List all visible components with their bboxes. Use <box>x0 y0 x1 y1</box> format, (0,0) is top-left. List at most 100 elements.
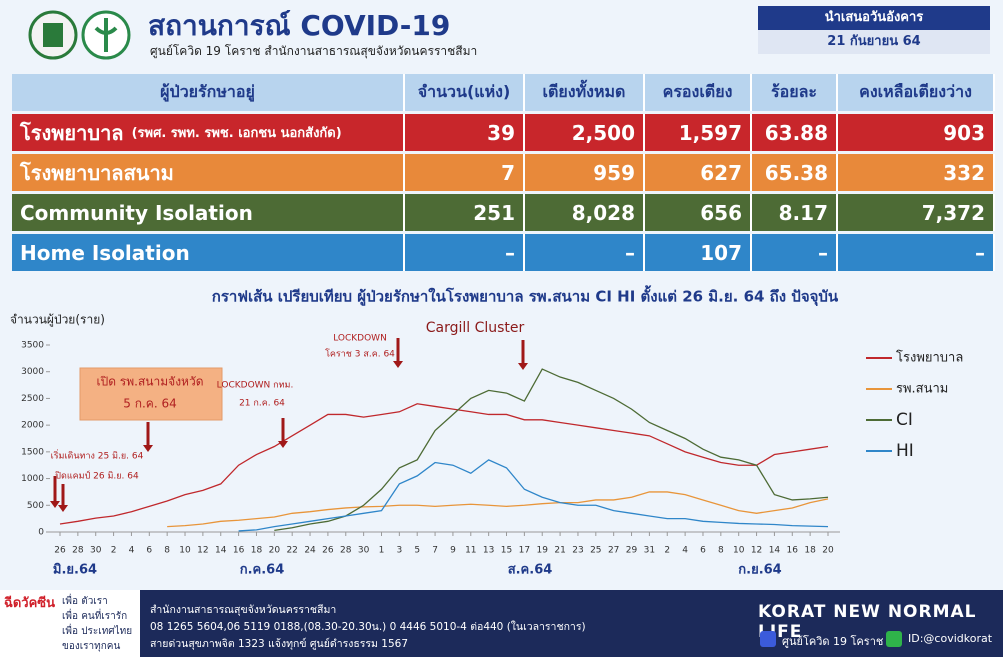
annotation: เปิด รพ.สนามจังหวัด <box>96 375 203 389</box>
x-tick-label: 5 <box>414 546 420 556</box>
month-label: มิ.ย.64 <box>53 563 97 578</box>
slogan: ฉีดวัคซีน เพื่อ ตัวเรา เพื่อ คนที่เรารัก เพ… <box>0 590 140 657</box>
table-header-row: ผู้ป่วยรักษาอยู่ จำนวน(แห่ง) เตียงทั้งหมดค… <box>12 74 995 111</box>
table-row: Home Isolation – –107– – <box>12 234 995 271</box>
slogan-line: เพื่อ คนที่เรารัก <box>62 611 128 622</box>
row-name-cell: โรงพยาบาล (รพศ. รพท. รพช. เอกชน นอกสังกัด… <box>12 114 405 151</box>
line-icon <box>886 631 902 647</box>
legend-label: รพ.สนาม <box>896 382 948 397</box>
x-tick-label: 15 <box>501 546 512 556</box>
row-note: (รพศ. รพท. รพช. เอกชน นอกสังกัด) <box>131 126 342 141</box>
x-tick-label: 24 <box>304 546 316 556</box>
x-tick-label: 20 <box>822 546 834 556</box>
x-tick-label: 8 <box>164 546 170 556</box>
contact-line: สำนักงานสาธารณสุขจังหวัดนครราชสีมา <box>150 604 337 616</box>
x-tick-label: 19 <box>537 546 549 556</box>
y-tick-label: 1000 <box>21 474 44 484</box>
x-tick-label: 25 <box>590 546 601 556</box>
x-tick-label: 6 <box>700 546 706 556</box>
annotation-arrowhead <box>143 445 153 452</box>
cell: 8.17 <box>752 194 838 231</box>
x-tick-label: 27 <box>608 546 619 556</box>
x-tick-label: 23 <box>572 546 583 556</box>
cell: – <box>838 234 995 271</box>
cell: – <box>525 234 645 271</box>
x-tick-label: 16 <box>233 546 245 556</box>
header-cell: ผู้ป่วยรักษาอยู่ <box>12 74 405 111</box>
subtitle: ศูนย์โควิด 19 โคราช สำนักงานสาธารณสุขจัง… <box>150 44 478 58</box>
annotation-arrowhead <box>393 361 403 368</box>
x-tick-label: 2 <box>664 546 670 556</box>
row-name: โรงพยาบาลสนาม <box>20 160 174 185</box>
month-label: ส.ค.64 <box>508 563 553 578</box>
table: ผู้ป่วยรักษาอยู่ จำนวน(แห่ง) เตียงทั้งหมดค… <box>12 74 995 274</box>
header-cell: ครองเตียง <box>645 74 752 111</box>
x-tick-label: 2 <box>111 546 117 556</box>
x-tick-label: 16 <box>787 546 799 556</box>
cell: 903 <box>838 114 995 151</box>
annotation: LOCKDOWN <box>333 334 387 344</box>
cell: 2,500 <box>525 114 645 151</box>
y-tick-label: 0 <box>38 528 44 538</box>
date: 21 กันยายน 64 <box>758 30 990 54</box>
x-tick-label: 22 <box>286 546 297 556</box>
x-tick-label: 28 <box>340 546 352 556</box>
annotation: 21 ก.ค. 64 <box>239 399 285 409</box>
legend-label: HI <box>896 441 914 461</box>
row-name-cell: โรงพยาบาลสนาม <box>12 154 405 191</box>
x-tick-label: 12 <box>197 546 208 556</box>
row-name: Home Isolation <box>20 240 190 265</box>
cell: – <box>752 234 838 271</box>
x-tick-label: 18 <box>804 546 816 556</box>
cell: 251 <box>405 194 525 231</box>
x-tick-label: 28 <box>72 546 84 556</box>
cell: 959 <box>525 154 645 191</box>
row-name: โรงพยาบาล <box>20 120 124 145</box>
x-tick-label: 17 <box>519 546 530 556</box>
cell: 107 <box>645 234 752 271</box>
x-tick-label: 12 <box>751 546 762 556</box>
x-tick-label: 29 <box>626 546 638 556</box>
cell: 65.38 <box>752 154 838 191</box>
contact-line: สายด่วนสุขภาพจิต 1323 แจ้งทุกข์ ศูนย์ดำร… <box>150 638 409 650</box>
header-cell: ร้อยละ <box>752 74 838 111</box>
x-tick-label: 14 <box>769 546 781 556</box>
table-row: โรงพยาบาลสนาม 7 959 627 65.38 332 <box>12 154 995 191</box>
series-line <box>59 403 829 525</box>
x-tick-label: 30 <box>90 546 102 556</box>
cell: 7,372 <box>838 194 995 231</box>
chart-title: กราฟเส้น เปรียบเทียบ ผู้ป่วยรักษาในโรงพย… <box>212 285 839 307</box>
annotation-arrowhead <box>50 501 60 508</box>
annotation-arrowhead <box>518 363 528 370</box>
annotation-box <box>79 367 223 421</box>
series-line <box>274 368 829 532</box>
x-tick-label: 3 <box>396 546 402 556</box>
line-id: ID:@covidkorat <box>908 632 993 645</box>
x-tick-label: 14 <box>215 546 227 556</box>
x-tick-label: 30 <box>358 546 370 556</box>
y-axis-label: จำนวนผู้ป่วย(ราย) <box>10 313 105 328</box>
annotation: เริ่มเดินทาง 25 มิ.ย. 64 <box>51 449 144 462</box>
y-tick-label: 3000 <box>21 367 44 377</box>
row-name: Community Isolation <box>20 200 253 225</box>
date-label: นำเสนอวันอังคาร <box>758 6 990 30</box>
facebook-icon <box>760 631 776 647</box>
header-cell: จำนวน(แห่ง) <box>405 74 525 111</box>
x-tick-label: 9 <box>450 546 456 556</box>
cell: 332 <box>838 154 995 191</box>
cell: 1,597 <box>645 114 752 151</box>
x-tick-label: 7 <box>432 546 438 556</box>
annotation: LOCKDOWN กทม. <box>217 381 294 391</box>
slogan-line: เพื่อ ประเทศไทย <box>62 626 133 637</box>
x-tick-label: 18 <box>251 546 263 556</box>
month-label: ก.ย.64 <box>738 563 781 578</box>
legend-label: CI <box>896 410 913 430</box>
table-row: โรงพยาบาล (รพศ. รพท. รพช. เอกชน นอกสังกัด… <box>12 114 995 151</box>
y-tick-label: 2000 <box>21 421 44 431</box>
series-line <box>238 459 829 532</box>
table-row: Community Isolation 251 8,028 656 8.17 7,372 <box>12 194 995 231</box>
row-name-cell: Home Isolation <box>12 234 405 271</box>
footer <box>0 590 1003 657</box>
x-tick-label: 1 <box>379 546 385 556</box>
